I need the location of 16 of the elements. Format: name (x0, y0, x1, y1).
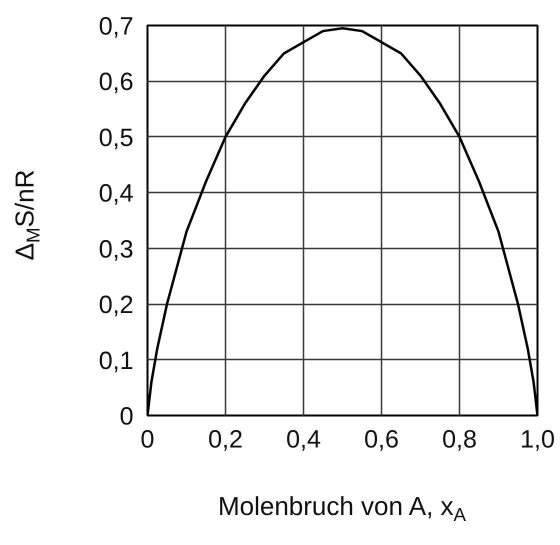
x-tick-label: 0,4 (286, 426, 321, 454)
y-tick-label: 0,3 (98, 235, 134, 264)
x-tick-label: 0,6 (364, 426, 399, 454)
y-tick-label: 0,6 (98, 68, 134, 96)
x-tick-label: 0,2 (208, 426, 243, 454)
line-series (148, 27, 538, 416)
y-tick-label: 0,5 (98, 124, 134, 152)
x-tick-label: 1,0 (520, 426, 555, 454)
x-axis-title: Molenbruch von A, x$_{A}$ (218, 490, 466, 528)
y-tick-label: 0,7 (98, 12, 134, 40)
y-tick-label: 0,1 (98, 346, 134, 375)
y-tick-label: 0,2 (98, 291, 134, 320)
x-tick-label: 0,8 (442, 426, 477, 454)
y-tick-label: 0,4 (98, 180, 134, 208)
y-tick-label: 0 (120, 402, 134, 430)
x-tick-label: 0 (140, 426, 154, 454)
